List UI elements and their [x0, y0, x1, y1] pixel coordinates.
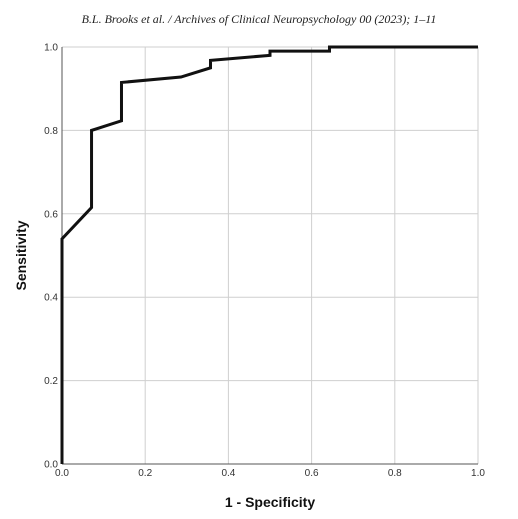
y-tick-label: 0.0 — [44, 460, 58, 471]
y-tick-label: 0.2 — [44, 376, 58, 387]
x-tick-label: 1.0 — [471, 468, 485, 479]
series-group — [60, 45, 478, 464]
x-tick-label: 0.8 — [388, 468, 402, 479]
x-axis-title: 1 - Specificity — [225, 494, 315, 510]
y-tick-label: 0.8 — [44, 126, 58, 137]
x-tick-label: 0.4 — [221, 468, 235, 479]
x-tick-label: 0.6 — [305, 468, 319, 479]
x-tick-label: 0.2 — [138, 468, 152, 479]
roc-curve-line — [60, 45, 478, 464]
y-tick-label: 1.0 — [44, 43, 58, 54]
x-tick-labels: 0.0 0.2 0.4 0.6 0.8 1.0 — [55, 468, 485, 479]
y-axis-title: Sensitivity — [13, 220, 29, 290]
y-tick-label: 0.4 — [44, 293, 58, 304]
plot-area — [62, 47, 478, 464]
citation-header: B.L. Brooks et al. / Archives of Clinica… — [81, 12, 437, 26]
y-tick-label: 0.6 — [44, 209, 58, 220]
y-tick-labels: 0.0 0.2 0.4 0.6 0.8 1.0 — [44, 43, 58, 471]
x-tick-label: 0.0 — [55, 468, 69, 479]
